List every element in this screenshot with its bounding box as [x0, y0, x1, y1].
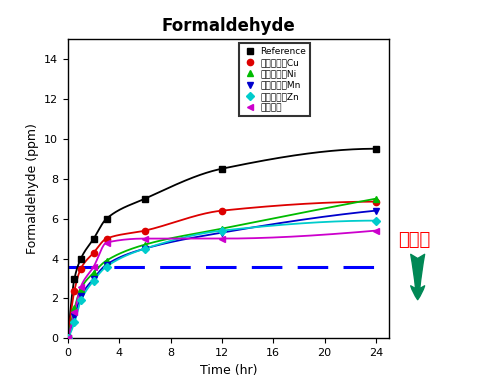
금속소취제Mn: [104, 262, 109, 267]
아미드계: [373, 228, 379, 233]
Line: 아미드계: 아미드계: [65, 228, 379, 342]
아미드계: [91, 264, 97, 269]
Reference: [373, 146, 379, 151]
금속소취제Cu: [142, 228, 148, 233]
금속소취제Cu: [65, 336, 71, 341]
X-axis label: Time (hr): Time (hr): [200, 364, 257, 377]
금속소취제Zn: [78, 298, 84, 303]
금속소취제Ni: [78, 286, 84, 291]
아미드계: [219, 236, 225, 241]
금속소취제Zn: [219, 228, 225, 233]
아미드계: [65, 336, 71, 341]
Reference: [142, 196, 148, 201]
Y-axis label: Formaldehyde (ppm): Formaldehyde (ppm): [26, 123, 39, 254]
금속소취제Mn: [219, 230, 225, 235]
금속소취제Zn: [104, 264, 109, 269]
금속소취제Mn: [91, 276, 97, 281]
Title: Formaldehyde: Formaldehyde: [161, 17, 295, 35]
Line: 금속소취제Zn: 금속소취제Zn: [65, 217, 379, 342]
금속소취제Mn: [373, 208, 379, 213]
Reference: [104, 216, 109, 221]
금속소취제Ni: [142, 242, 148, 247]
금속소취제Ni: [373, 196, 379, 201]
아미드계: [104, 240, 109, 245]
Legend: Reference, 금속소취제Cu, 금속소취제Ni, 금속소취제Mn, 금속소취제Zn, 아미드계: Reference, 금속소취제Cu, 금속소취제Ni, 금속소취제Mn, 금속…: [239, 44, 310, 116]
Line: 금속소취제Cu: 금속소취제Cu: [65, 198, 379, 342]
Line: Reference: Reference: [65, 145, 379, 342]
Line: 금속소취제Mn: 금속소취제Mn: [65, 207, 379, 342]
금속소취제Zn: [65, 336, 71, 341]
Reference: [91, 236, 97, 241]
금속소취제Ni: [71, 306, 77, 311]
Reference: [78, 256, 84, 261]
금속소취제Mn: [142, 246, 148, 251]
금속소취제Zn: [373, 218, 379, 223]
금속소취제Mn: [71, 314, 77, 319]
금속소취제Zn: [71, 320, 77, 325]
아미드계: [142, 236, 148, 241]
아미드계: [78, 284, 84, 289]
Text: 목표치: 목표치: [399, 231, 431, 249]
금속소취제Ni: [104, 258, 109, 263]
Reference: [65, 336, 71, 341]
금속소취제Mn: [65, 336, 71, 341]
금속소취제Mn: [78, 294, 84, 299]
금속소취제Ni: [65, 336, 71, 341]
Reference: [71, 276, 77, 281]
금속소취제Ni: [91, 270, 97, 275]
금속소취제Cu: [91, 250, 97, 255]
Reference: [219, 166, 225, 171]
금속소취제Zn: [91, 278, 97, 283]
금속소취제Cu: [219, 208, 225, 213]
금속소취제Cu: [71, 288, 77, 293]
금속소취제Zn: [142, 246, 148, 251]
금속소취제Cu: [373, 199, 379, 204]
금속소취제Cu: [78, 266, 84, 271]
금속소취제Cu: [104, 236, 109, 241]
금속소취제Ni: [219, 226, 225, 231]
아미드계: [71, 310, 77, 315]
Line: 금속소취제Ni: 금속소취제Ni: [65, 196, 379, 342]
